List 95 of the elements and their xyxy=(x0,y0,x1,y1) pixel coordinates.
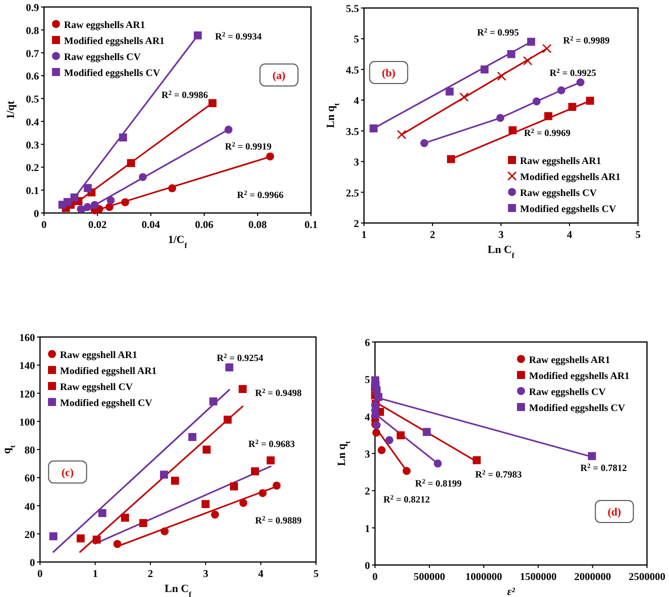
annotation: R$^{2}$ = 0.9986 xyxy=(161,89,208,101)
x-axis-title: Ln C$_{f}$ xyxy=(164,583,192,597)
x-tick-label: 2 xyxy=(148,569,154,580)
y-tick-label: 2 xyxy=(364,486,370,498)
y-tick-label: 120 xyxy=(19,389,35,400)
x-tick-label: 2000000 xyxy=(574,572,611,583)
y-tick-label: 0.3 xyxy=(26,140,39,152)
annotation: R$^{2}$ = 0.9683 xyxy=(248,438,296,450)
annotation: R$^{2}$ = 0.9966 xyxy=(237,189,284,201)
y-tick-label: 0 xyxy=(30,558,35,569)
annotation: R$^{2}$ = 0.9934 xyxy=(215,30,262,42)
y-tick-label: 60 xyxy=(24,474,35,485)
text: (d) xyxy=(608,506,622,518)
legend-label: Modified eggshells CV xyxy=(520,204,617,215)
x-tick-label: 0.02 xyxy=(88,220,107,231)
x-tick-label: 0 xyxy=(41,220,47,231)
text: (a) xyxy=(272,70,286,82)
legend-label: Modified eggshells AR1 xyxy=(529,371,630,382)
y-tick-label: 6 xyxy=(364,338,370,349)
y-tick-label: 20 xyxy=(24,530,35,541)
x-tick-label: 5 xyxy=(313,569,319,580)
legend-label: Raw eggshells AR1 xyxy=(64,20,146,31)
y-tick-label: 4 xyxy=(364,412,371,424)
x-axis-title: 1/C$_{f}$ xyxy=(168,234,188,250)
x-tick-label: 2500000 xyxy=(628,572,666,583)
x-axis-title: Ln C$_{f}$ xyxy=(488,244,515,260)
y-tick-label: 0.7 xyxy=(26,48,39,60)
x-tick-label: 3 xyxy=(498,230,504,241)
text: (b) xyxy=(382,68,396,80)
legend-label: Raw eggshells CV xyxy=(520,188,598,199)
legend-label: Raw eggshell AR1 xyxy=(60,350,138,361)
legend-label: Raw eggshell CV xyxy=(60,382,134,393)
annotation: R$^{2}$ = 0.7983 xyxy=(475,469,522,481)
legend-label: Modified eggshells CV xyxy=(64,68,161,79)
x-tick-label: 0.06 xyxy=(195,220,214,231)
annotation: R$^{2}$ = 0.8212 xyxy=(383,494,430,506)
y-tick-label: 5 xyxy=(354,34,359,46)
annotation: R$^{2}$ = 0.995 xyxy=(477,27,520,39)
annotation: R$^{2}$ = 0.7812 xyxy=(580,462,628,474)
annotation: R$^{2}$ = 0.8199 xyxy=(415,478,462,490)
y-tick-label: 0 xyxy=(364,561,370,572)
annotation: R$^{2}$ = 0.9254 xyxy=(216,352,264,364)
annotation: R$^{2}$ = 0.9889 xyxy=(255,515,302,527)
x-tick-label: 0 xyxy=(372,572,378,583)
x-tick-label: 1000000 xyxy=(465,572,502,583)
x-tick-label: 0.04 xyxy=(142,220,161,231)
legend-label: Modified eggshells AR1 xyxy=(520,172,621,183)
x-axis-title: ε² xyxy=(507,586,516,597)
y-tick-label: 2.5 xyxy=(346,188,359,200)
y-tick-label: 0.1 xyxy=(26,186,39,198)
x-tick-label: 1500000 xyxy=(520,572,557,583)
y-tick-label: 0.8 xyxy=(26,26,39,37)
annotation: R$^{2}$ = 0.9989 xyxy=(563,34,610,46)
legend-label: Raw eggshells AR1 xyxy=(529,355,610,366)
y-tick-label: 0.2 xyxy=(26,163,39,174)
legend-label: Modified eggshells AR1 xyxy=(64,36,165,47)
legend-label: Raw eggshells CV xyxy=(64,52,142,63)
x-tick-label: 1 xyxy=(92,569,98,580)
y-tick-label: 4.5 xyxy=(346,65,359,76)
y-axis-title: 1/qt xyxy=(5,100,17,120)
y-tick-label: 100 xyxy=(19,417,35,428)
y-tick-label: 3 xyxy=(364,450,370,460)
x-tick-label: 500000 xyxy=(414,572,446,583)
x-tick-label: 4 xyxy=(566,230,573,241)
y-tick-label: 1 xyxy=(364,524,370,535)
y-tick-label: 5.5 xyxy=(346,4,359,15)
y-tick-label: 140 xyxy=(19,361,35,372)
legend-label: Raw eggshells CV xyxy=(529,387,606,398)
x-tick-label: 3 xyxy=(202,569,208,580)
y-tick-label: 3.5 xyxy=(346,126,359,138)
annotation: R$^{2}$ = 0.9498 xyxy=(255,387,302,399)
legend-label: Modified eggshells CV xyxy=(529,403,626,414)
annotation: R$^{2}$ = 0.9919 xyxy=(225,140,272,152)
y-tick-label: 5 xyxy=(364,375,370,386)
y-tick-label: 0.4 xyxy=(26,117,40,128)
y-tick-label: 80 xyxy=(24,446,35,456)
y-tick-label: 3 xyxy=(354,158,359,169)
x-tick-label: 0.1 xyxy=(304,220,318,231)
x-tick-label: 2 xyxy=(430,230,436,241)
legend-label: Raw eggshells AR1 xyxy=(520,156,602,167)
text: (c) xyxy=(61,467,74,479)
x-tick-label: 4 xyxy=(258,569,264,580)
x-tick-label: 5 xyxy=(635,230,641,241)
legend-label: Modified eggshell AR1 xyxy=(60,366,157,377)
x-tick-label: 0.08 xyxy=(248,220,267,231)
annotation: R$^{2}$ = 0.9925 xyxy=(550,67,596,79)
y-tick-label: 0.6 xyxy=(26,72,39,83)
y-tick-label: 0.9 xyxy=(26,3,39,14)
y-tick-label: 0 xyxy=(34,209,39,220)
y-tick-label: 0.5 xyxy=(26,94,39,106)
y-tick-label: 40 xyxy=(24,502,35,513)
y-tick-label: 160 xyxy=(19,333,35,344)
y-tick-label: 4 xyxy=(354,96,360,108)
annotation: R$^{2}$ = 0.9969 xyxy=(524,128,571,140)
legend-label: Modified eggshell CV xyxy=(60,398,153,409)
